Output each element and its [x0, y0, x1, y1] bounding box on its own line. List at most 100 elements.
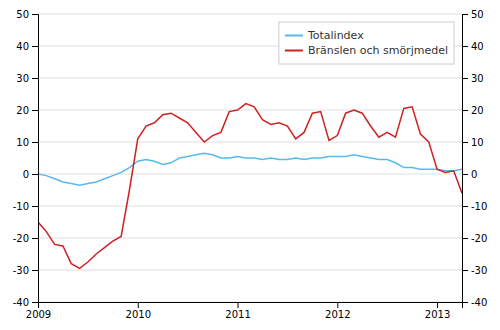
- grid-line: [38, 206, 462, 207]
- chart: 20092010201120122013-40-30-20-1001020304…: [0, 0, 500, 330]
- legend-label: Totalindex: [307, 29, 364, 42]
- x-tick: 2012: [325, 302, 350, 320]
- y-tick: 30: [16, 73, 38, 84]
- y2-tick-label: -40: [471, 297, 487, 308]
- legend: Totalindex Bränslen och smörjmedel: [279, 22, 454, 64]
- y2-tick: -30: [462, 265, 487, 276]
- y-tick-mark: [32, 206, 38, 207]
- y2-tick: 20: [462, 105, 484, 116]
- y2-tick: -20: [462, 233, 487, 244]
- legend-box: [279, 22, 454, 64]
- y2-tick-label: -20: [471, 233, 487, 244]
- plot: 20092010201120122013-40-30-20-1001020304…: [13, 9, 488, 320]
- grid-line: [38, 270, 462, 271]
- legend-item: Bränslen och smörjmedel: [285, 44, 448, 57]
- grid-line: [38, 238, 462, 239]
- y-tick-label: 50: [16, 9, 29, 20]
- y-tick-mark: [32, 238, 38, 239]
- y-tick: -30: [13, 265, 38, 276]
- x-tick-label: 2009: [26, 309, 51, 320]
- series-line: [38, 104, 462, 269]
- y-tick-label: -10: [13, 201, 29, 212]
- legend-item: Totalindex: [285, 29, 364, 42]
- y-tick-label: 30: [16, 73, 29, 84]
- x-tick-label: 2011: [225, 309, 250, 320]
- legend-swatch: [285, 35, 303, 37]
- y-tick-label: 10: [16, 137, 29, 148]
- y2-tick: 10: [462, 137, 484, 148]
- y-tick-label: 0: [23, 169, 29, 180]
- grid: [38, 14, 462, 302]
- grid-line: [38, 110, 462, 111]
- x-tick: 2013: [425, 302, 450, 320]
- y2-tick: 40: [462, 41, 484, 52]
- y2-tick: 0: [462, 169, 477, 180]
- y2-axis: -40 -30 -20 -10 0 10 20 30 40 50: [462, 9, 487, 308]
- y-axis: -40 -30 -20 -10 0 10 20 30 40 50: [13, 9, 39, 308]
- legend-swatch: [285, 50, 303, 52]
- grid-line: [38, 78, 462, 79]
- x-axis: 2009 2010 2011 2012 2013: [26, 302, 463, 320]
- x-tick: 2009: [26, 302, 51, 320]
- y-tick-mark: [32, 110, 38, 111]
- y-tick-label: 40: [16, 41, 29, 52]
- y2-tick: 30: [462, 73, 484, 84]
- y2-tick-mark: [462, 14, 468, 15]
- series-line: [38, 153, 462, 185]
- y2-tick-label: 0: [471, 169, 477, 180]
- y-tick-mark: [32, 270, 38, 271]
- y-tick: -10: [13, 201, 38, 212]
- y-tick: -20: [13, 233, 38, 244]
- x-tick-mark: [238, 302, 239, 308]
- y2-tick: -10: [462, 201, 487, 212]
- y-tick-label: -30: [13, 265, 29, 276]
- grid-line: [38, 14, 462, 15]
- y-tick-mark: [32, 46, 38, 47]
- y-tick: 20: [16, 105, 38, 116]
- y2-tick-mark: [462, 270, 468, 271]
- legend-items: Totalindex Bränslen och smörjmedel: [285, 29, 448, 57]
- y2-tick-label: 40: [471, 41, 484, 52]
- x-tick-label: 2013: [425, 309, 450, 320]
- y2-tick: -40: [462, 297, 487, 308]
- x-tick-mark: [138, 302, 139, 308]
- y2-tick-label: 20: [471, 105, 484, 116]
- y-tick: -40: [13, 297, 38, 308]
- axis-line: [463, 15, 469, 303]
- y2-tick-mark: [462, 174, 468, 175]
- y-tick-mark: [32, 174, 38, 175]
- axis-line: [39, 303, 463, 309]
- y-tick-label: -20: [13, 233, 29, 244]
- grid-line: [38, 142, 462, 143]
- y2-tick-label: 50: [471, 9, 484, 20]
- y2-tick-mark: [462, 78, 468, 79]
- y2-tick-label: 30: [471, 73, 484, 84]
- lines: [38, 104, 462, 269]
- x-tick-label: 2012: [325, 309, 350, 320]
- y2-tick-mark: [462, 46, 468, 47]
- y-tick-mark: [32, 142, 38, 143]
- y-tick-label: 20: [16, 105, 29, 116]
- x-tick: 2010: [126, 302, 151, 320]
- y2-tick-mark: [462, 142, 468, 143]
- y2-tick-label: -10: [471, 201, 487, 212]
- y2-tick-label: -30: [471, 265, 487, 276]
- y-tick-mark: [32, 14, 38, 15]
- legend-label: Bränslen och smörjmedel: [308, 44, 448, 57]
- x-tick-mark: [337, 302, 338, 308]
- axis-line: [32, 15, 39, 303]
- y-tick: 40: [16, 41, 38, 52]
- y2-tick-mark: [462, 110, 468, 111]
- y2-tick-mark: [462, 206, 468, 207]
- y-tick: 0: [23, 169, 38, 180]
- x-tick-mark: [437, 302, 438, 308]
- y-tick: 50: [16, 9, 38, 20]
- y2-tick-mark: [462, 302, 468, 303]
- y-tick-mark: [32, 78, 38, 79]
- x-tick-label: 2010: [126, 309, 151, 320]
- y-tick-mark: [32, 302, 38, 303]
- y2-tick: 50: [462, 9, 484, 20]
- y-tick-label: -40: [13, 297, 29, 308]
- y2-tick-mark: [462, 238, 468, 239]
- grid-line: [38, 174, 462, 175]
